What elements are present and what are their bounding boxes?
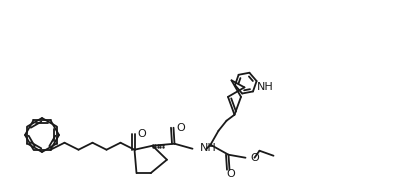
Text: O: O (137, 129, 146, 139)
Text: O: O (176, 123, 185, 133)
Text: NH: NH (199, 143, 216, 153)
Text: NH: NH (256, 82, 273, 92)
Text: O: O (250, 153, 259, 163)
Text: O: O (226, 169, 235, 179)
